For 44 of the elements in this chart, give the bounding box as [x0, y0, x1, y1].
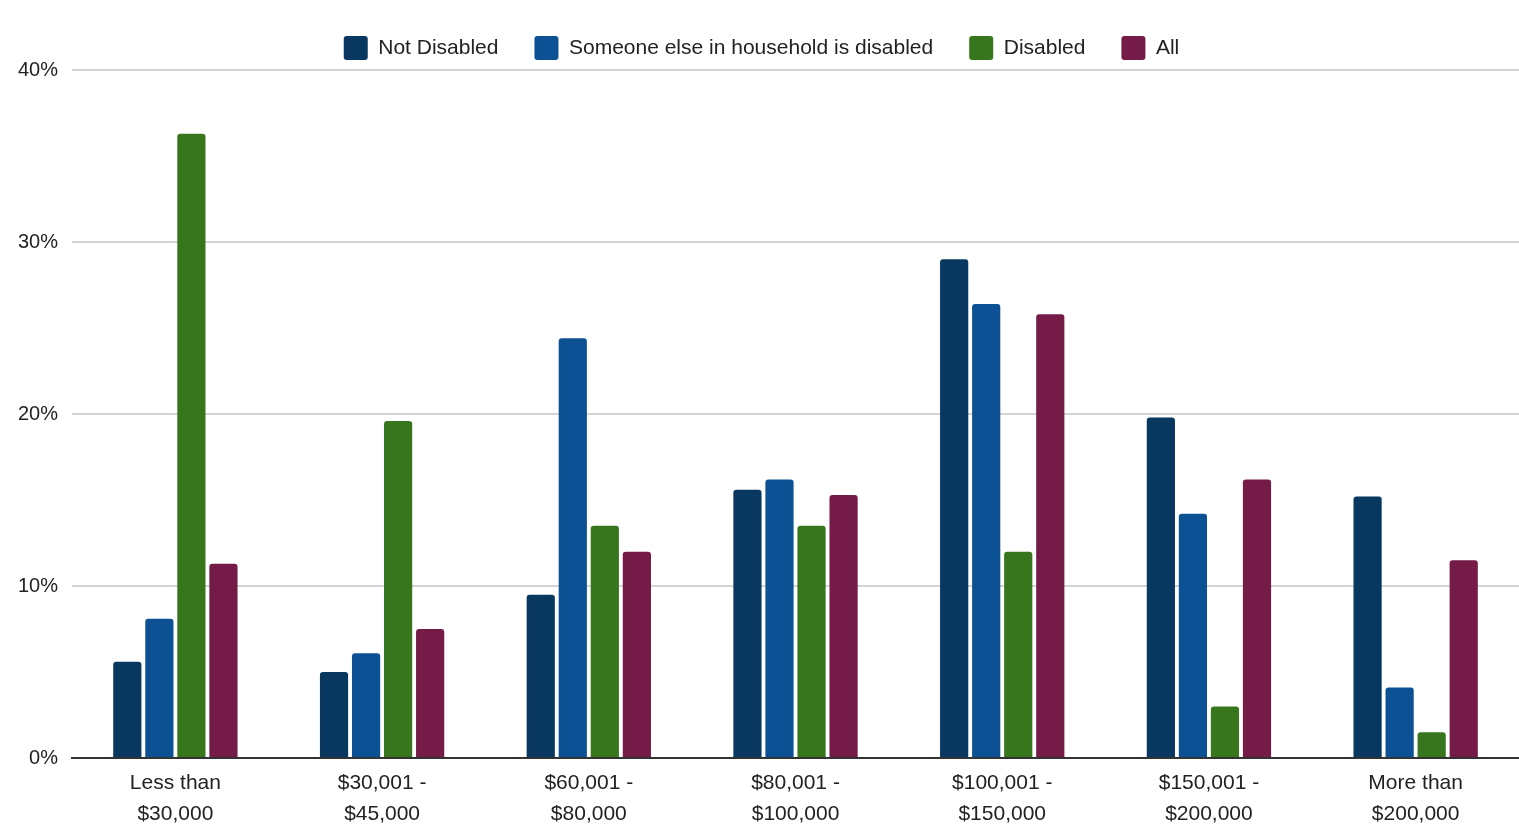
bar	[1353, 496, 1382, 758]
x-tick-label: $80,001 - $100,000	[751, 770, 840, 824]
bar	[209, 563, 238, 758]
x-tick-label: More than $200,000	[1368, 770, 1463, 824]
bar	[145, 618, 174, 758]
x-tick-label: $100,001 - $150,000	[952, 770, 1053, 824]
legend-label: Not Disabled	[378, 34, 499, 58]
bar	[1210, 706, 1240, 758]
bar	[797, 525, 826, 758]
x-tick-label: $30,001 - $45,000	[337, 770, 427, 824]
y-tick-label: 30%	[18, 229, 59, 252]
bar	[972, 303, 1001, 758]
bar	[319, 672, 349, 758]
bar	[1178, 513, 1208, 758]
bar	[765, 479, 794, 758]
y-tick-label: 0%	[29, 745, 59, 768]
bar	[1146, 417, 1175, 758]
y-tick-label: 40%	[18, 57, 59, 80]
y-tick-label: 10%	[18, 573, 59, 596]
bar	[526, 594, 555, 758]
bar	[733, 489, 762, 758]
bar	[1417, 732, 1446, 758]
bar	[1449, 560, 1478, 758]
bar	[177, 133, 206, 758]
bar	[590, 525, 619, 758]
legend-label: Someone else in household is disabled	[568, 34, 934, 58]
bar	[622, 551, 651, 758]
bar	[940, 259, 969, 758]
bar	[416, 629, 445, 758]
legend-label: All	[1155, 34, 1180, 58]
x-tick-label: $150,001 - $200,000	[1158, 770, 1260, 824]
y-tick-label: 20%	[18, 401, 59, 424]
bar	[1004, 551, 1033, 758]
bar	[1036, 314, 1065, 758]
bar	[1242, 479, 1272, 758]
bar	[829, 494, 858, 758]
bar	[113, 661, 142, 758]
legend-label: Disabled	[1003, 34, 1086, 58]
x-tick-label: $60,001 - $80,000	[544, 770, 634, 824]
bar	[351, 653, 381, 758]
bar	[384, 420, 413, 758]
x-tick-label: Less than $30,000	[129, 770, 221, 824]
bar	[558, 338, 587, 758]
bar	[1385, 687, 1414, 758]
